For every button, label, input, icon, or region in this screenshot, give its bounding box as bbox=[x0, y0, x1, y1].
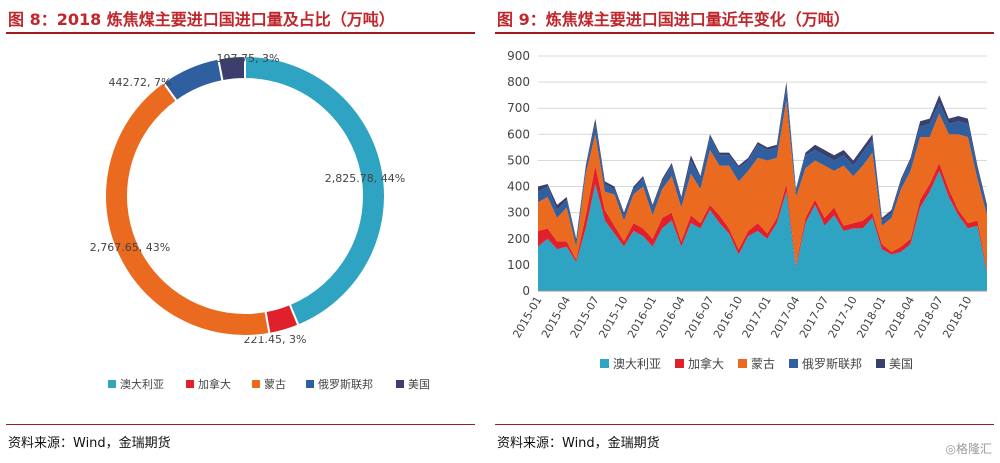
legend-label: 俄罗斯联邦 bbox=[802, 357, 862, 371]
legend-swatch bbox=[789, 359, 798, 368]
legend-label: 加拿大 bbox=[198, 377, 231, 391]
donut-chart: 2,825.78, 44%221.45, 3%2,767.65, 43%442.… bbox=[90, 52, 430, 391]
left-source-note: 资料来源：Wind，金瑞期货 bbox=[8, 436, 171, 451]
legend-label: 俄罗斯联邦 bbox=[318, 378, 373, 391]
right-source-rule bbox=[495, 424, 994, 425]
legend-swatch bbox=[675, 359, 684, 368]
y-tick-label: 800 bbox=[507, 75, 530, 89]
legend-swatch bbox=[306, 380, 314, 388]
donut-slice-4 bbox=[217, 54, 246, 83]
donut-data-label: 197.75, 3% bbox=[217, 52, 280, 65]
area-series-澳大利亚 bbox=[538, 170, 987, 291]
stacked-area-chart: 01002003004005006007008009002015-012015-… bbox=[507, 49, 987, 371]
legend-label: 美国 bbox=[889, 357, 913, 371]
left-chart-title: 图 8：2018 炼焦煤主要进口国进口量及占比（万吨） bbox=[8, 10, 395, 29]
left-source-rule bbox=[6, 424, 475, 425]
y-tick-label: 900 bbox=[507, 49, 530, 63]
y-tick-label: 500 bbox=[507, 153, 530, 167]
legend-swatch bbox=[186, 380, 194, 388]
y-tick-label: 600 bbox=[507, 127, 530, 141]
right-source-note: 资料来源：Wind，金瑞期货 bbox=[497, 436, 660, 451]
donut-data-label: 442.72, 7% bbox=[109, 76, 172, 89]
legend-label: 加拿大 bbox=[688, 356, 724, 371]
donut-slice-0 bbox=[244, 54, 386, 327]
legend-swatch bbox=[252, 380, 260, 388]
donut-data-label: 2,825.78, 44% bbox=[325, 172, 405, 185]
right-chart-title: 图 9：炼焦煤主要进口国进口量近年变化（万吨） bbox=[497, 10, 850, 29]
y-tick-label: 300 bbox=[507, 206, 530, 220]
donut-slice-2 bbox=[104, 80, 271, 337]
donut-data-label: 2,767.65, 43% bbox=[90, 241, 170, 254]
y-tick-label: 200 bbox=[507, 232, 530, 246]
y-tick-label: 700 bbox=[507, 101, 530, 115]
donut-slice-3 bbox=[161, 57, 224, 103]
watermark-logo: ◎格隆汇 bbox=[945, 442, 992, 456]
legend-swatch bbox=[396, 380, 404, 388]
right-title-rule bbox=[495, 32, 994, 34]
y-tick-label: 0 bbox=[522, 284, 530, 298]
legend-swatch bbox=[600, 359, 609, 368]
legend-swatch bbox=[876, 359, 885, 368]
legend-label: 蒙古 bbox=[751, 356, 775, 371]
legend-label: 澳大利亚 bbox=[613, 357, 661, 371]
left-title-rule bbox=[6, 32, 475, 34]
area-series-蒙古 bbox=[538, 100, 987, 271]
area-series-加拿大 bbox=[538, 163, 987, 273]
legend-label: 澳大利亚 bbox=[120, 377, 164, 391]
y-tick-label: 400 bbox=[507, 180, 530, 194]
y-tick-label: 100 bbox=[507, 258, 530, 272]
legend-swatch bbox=[738, 359, 747, 368]
legend-label: 蒙古 bbox=[264, 378, 286, 391]
legend-label: 美国 bbox=[408, 378, 430, 391]
legend-swatch bbox=[108, 380, 116, 388]
area-series-俄罗斯联邦 bbox=[538, 87, 987, 247]
